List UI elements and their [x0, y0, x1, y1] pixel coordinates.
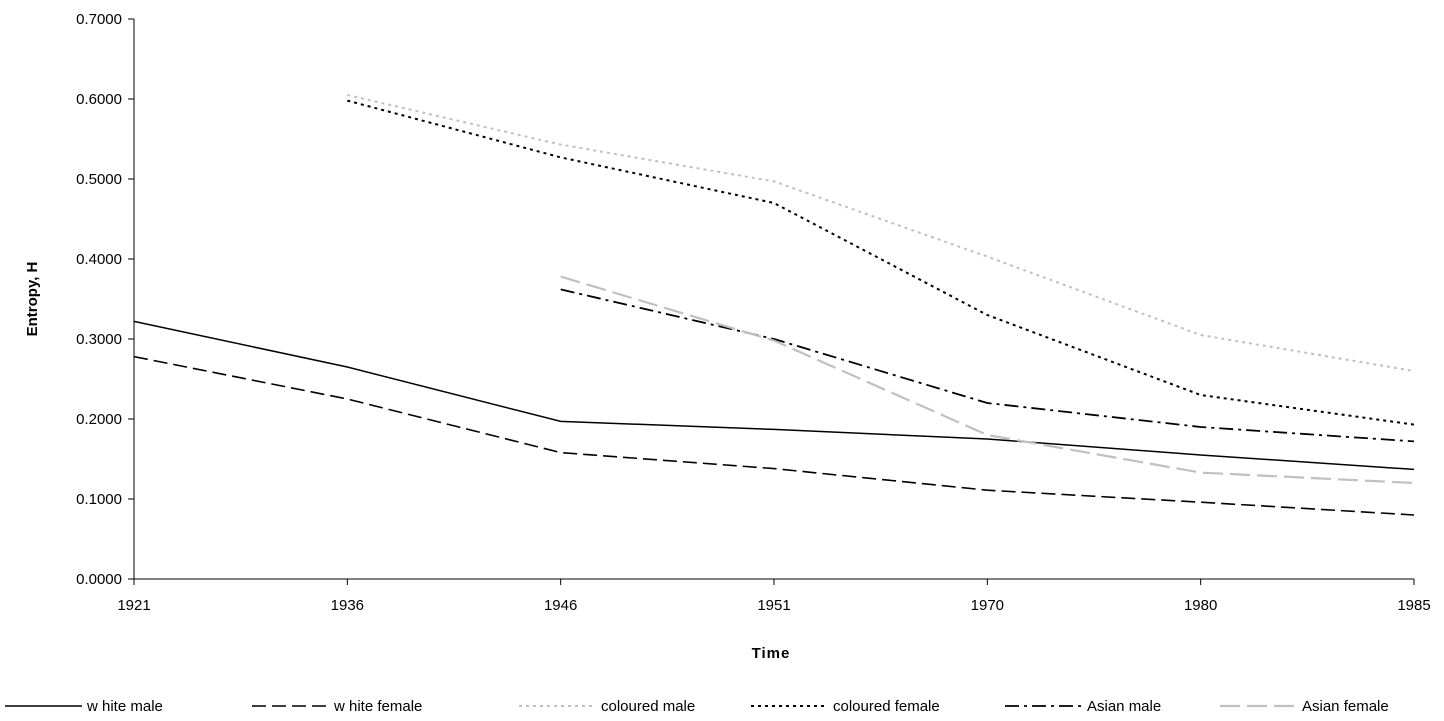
series-line-5	[560, 275, 1415, 485]
x-tick-label: 1936	[331, 597, 364, 614]
y-axis-title: Entropy, H	[24, 262, 41, 337]
series-line-0	[133, 320, 1415, 471]
x-tick-label: 1970	[971, 597, 1004, 614]
legend-label: coloured female	[833, 698, 940, 715]
x-tick-label: 1946	[544, 597, 577, 614]
y-tick-label: 0.2000	[76, 411, 122, 428]
legend-label: w hite male	[86, 698, 163, 715]
y-tick-label: 0.4000	[76, 251, 122, 268]
x-axis-title: Time	[752, 645, 791, 662]
series-line-1	[133, 355, 1415, 516]
legend-label: w hite female	[333, 698, 422, 715]
y-tick-label: 0.0000	[76, 571, 122, 588]
x-tick-label: 1921	[117, 597, 150, 614]
y-tick-label: 0.6000	[76, 91, 122, 108]
y-tick-label: 0.1000	[76, 491, 122, 508]
x-tick-label: 1985	[1397, 597, 1430, 614]
series-line-2	[347, 94, 1415, 372]
legend-label: Asian female	[1302, 698, 1389, 715]
legend: w hite male w hite female coloured male col…	[5, 698, 1389, 715]
x-axis-ticks: 1921 1936 1946 1951 1970 1980 1985	[117, 579, 1431, 614]
y-tick-label: 0.7000	[76, 11, 122, 28]
y-tick-label: 0.5000	[76, 171, 122, 188]
x-tick-label: 1951	[757, 597, 790, 614]
y-tick-label: 0.3000	[76, 331, 122, 348]
legend-label: Asian male	[1087, 698, 1161, 715]
series-line-4	[560, 288, 1415, 443]
legend-label: coloured male	[601, 698, 695, 715]
series-line-3	[347, 99, 1415, 426]
series-lines	[133, 94, 1415, 516]
axes	[133, 19, 1414, 580]
y-axis-ticks: 0.0000 0.1000 0.2000 0.3000 0.4000 0.5000 0.60…	[76, 11, 134, 588]
x-tick-label: 1980	[1184, 597, 1217, 614]
